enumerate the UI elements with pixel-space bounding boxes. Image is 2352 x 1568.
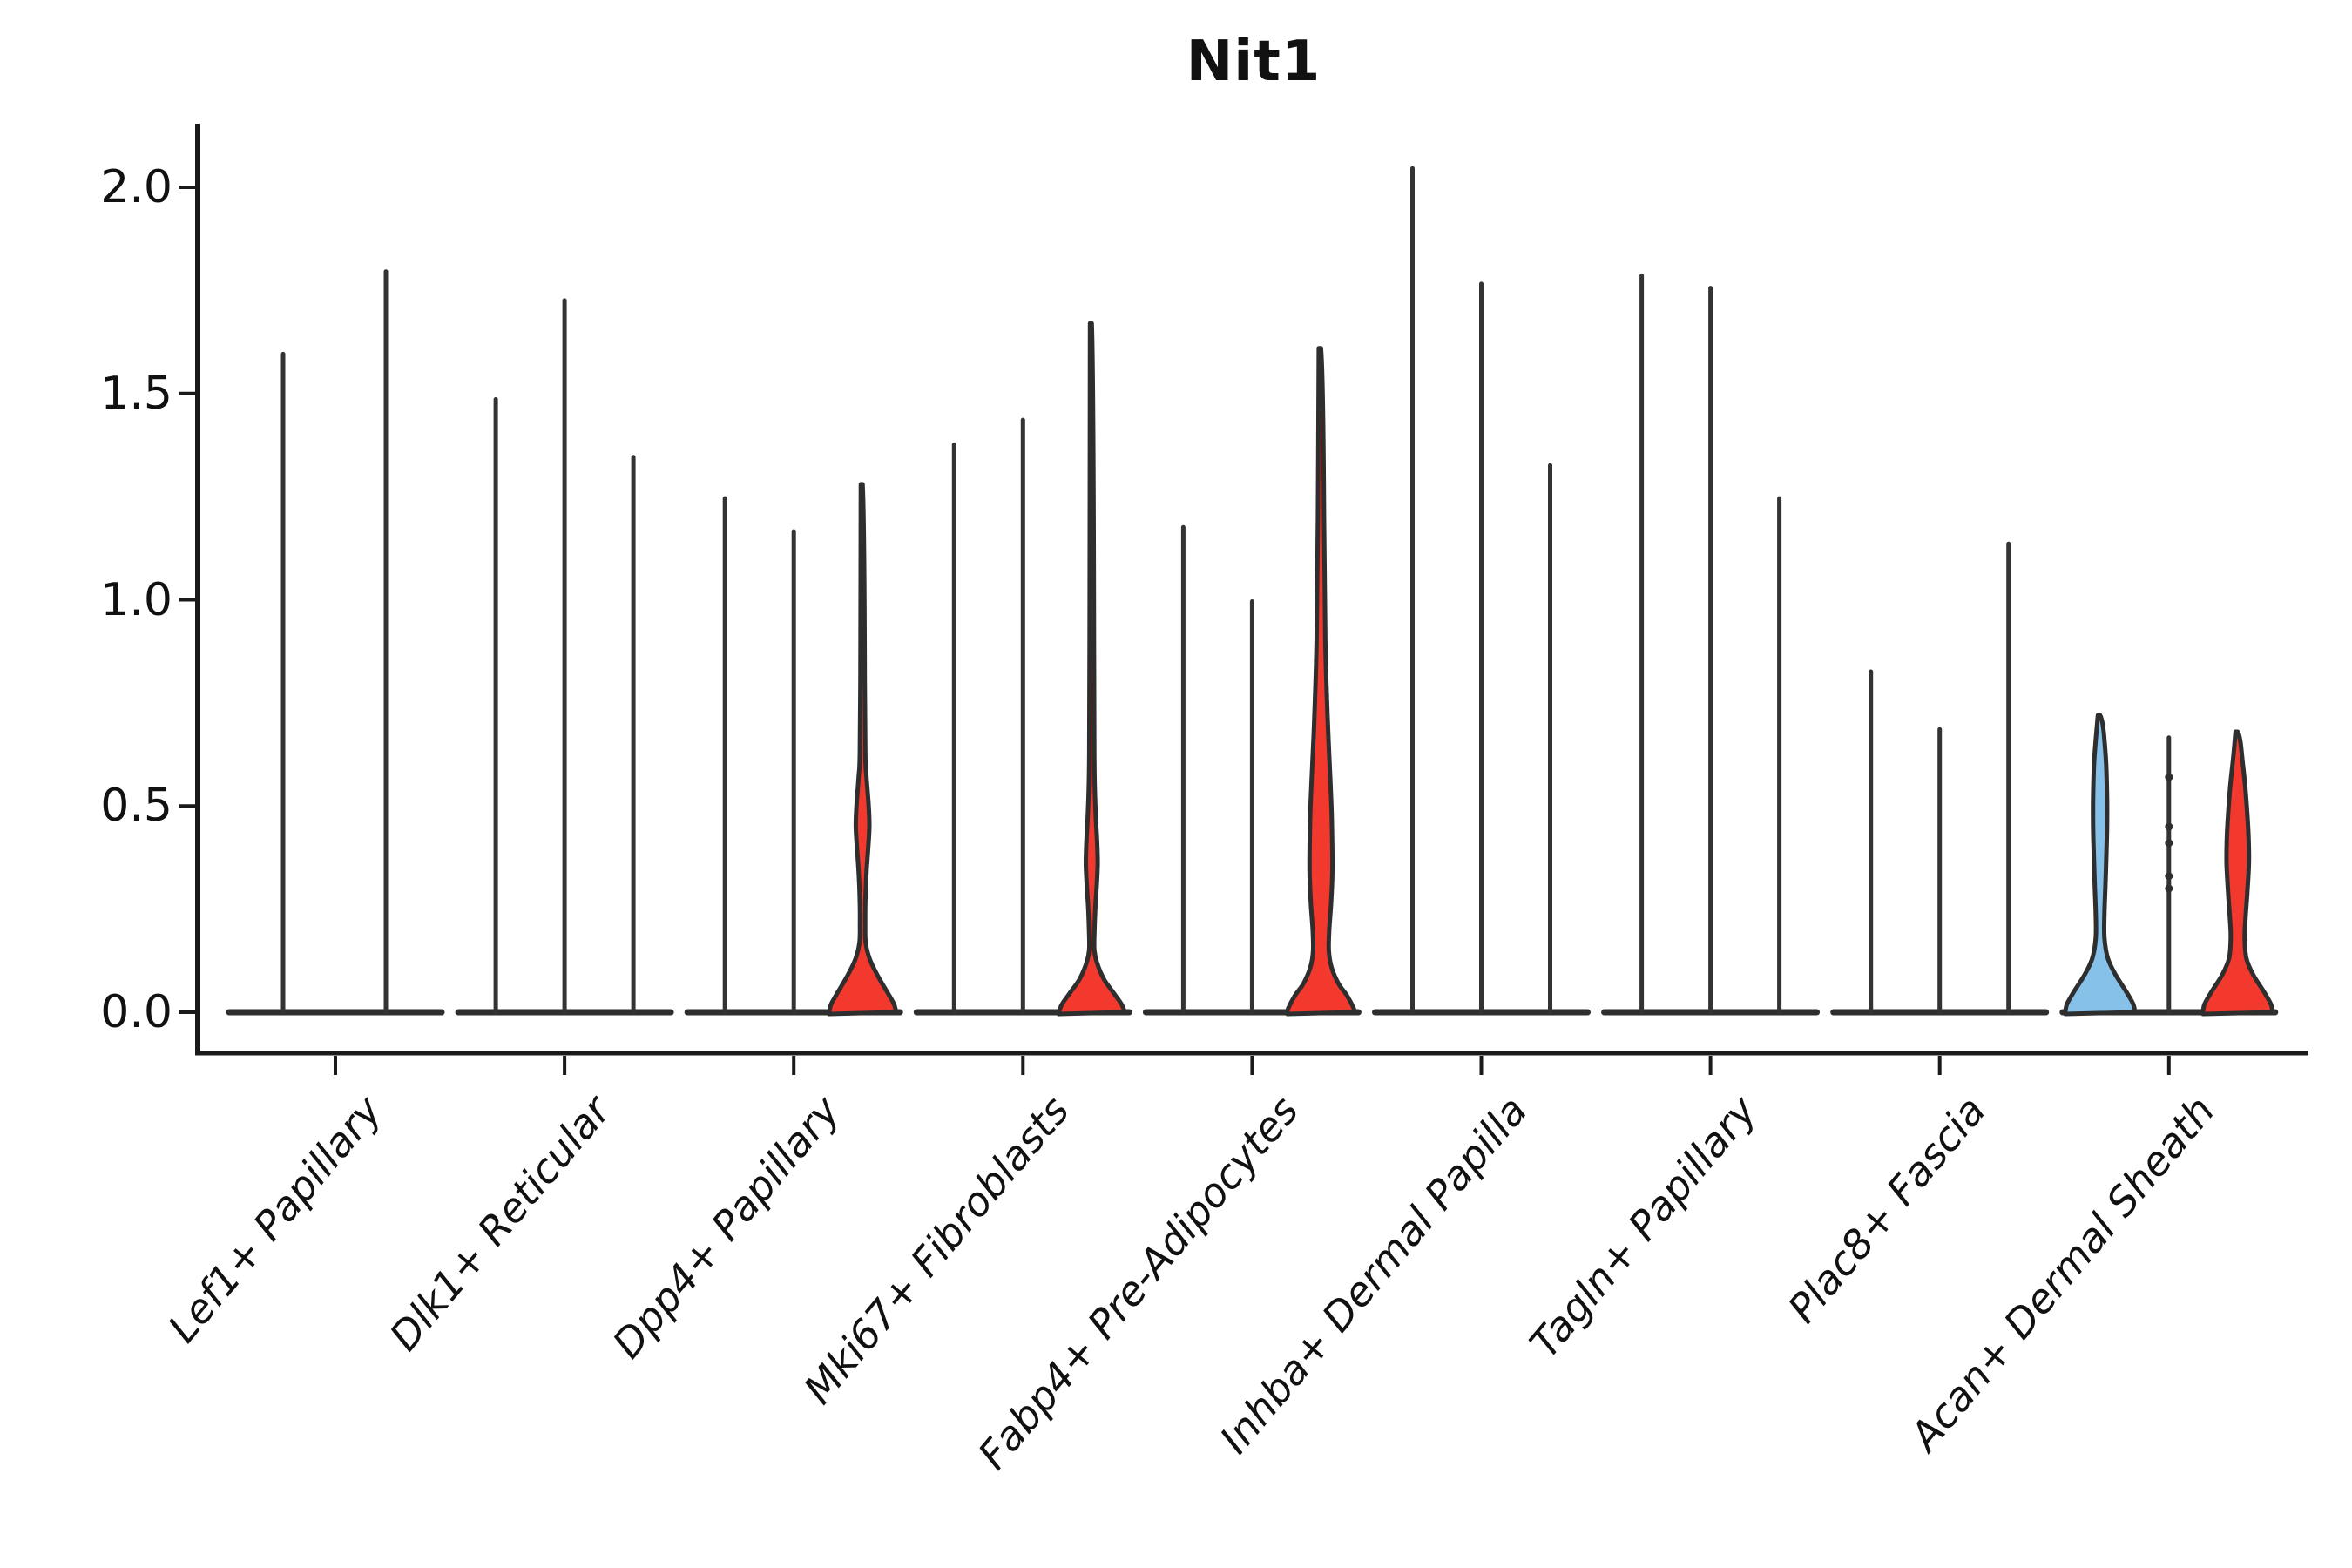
expression-dot xyxy=(2165,773,2173,781)
y-tick-label: 0.5 xyxy=(100,780,172,833)
y-tick-label: 0.0 xyxy=(100,986,172,1038)
violin-body-red xyxy=(1285,346,1357,1017)
expression-dot xyxy=(2165,884,2173,893)
violin-body-red xyxy=(827,482,899,1017)
expression-dot xyxy=(2165,872,2173,881)
violin-body-red xyxy=(2200,729,2275,1017)
chart-title: Nit1 xyxy=(1186,30,1321,94)
violin-body-blue xyxy=(2063,713,2138,1017)
y-tick-label: 2.0 xyxy=(100,161,172,213)
expression-dot xyxy=(2165,822,2173,831)
expression-dot xyxy=(2165,839,2173,848)
y-tick-label: 1.0 xyxy=(100,573,172,626)
violin-body-red xyxy=(1056,321,1127,1017)
y-tick-label: 1.5 xyxy=(100,367,172,420)
